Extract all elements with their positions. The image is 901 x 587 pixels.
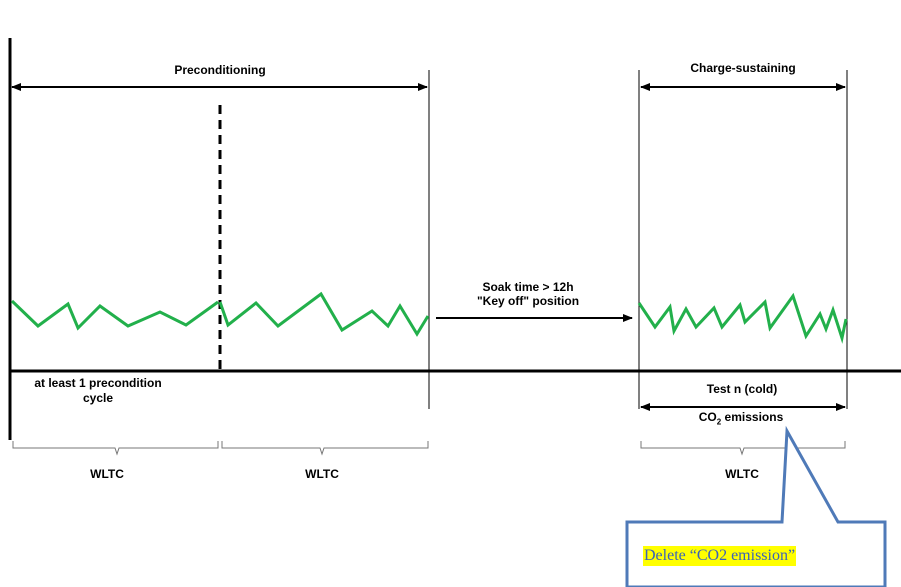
callout-comment-text: Delete “CO2 emission” [643, 546, 797, 566]
co2-rest-text: emissions [721, 410, 784, 424]
co2-subscript: 2 [716, 417, 722, 427]
speed-trace-precondition-1 [10, 299, 219, 331]
wltc-brace-1 [12, 441, 219, 456]
precondition-note-line1: at least 1 precondition [34, 376, 162, 390]
charge-sustaining-label: Charge-sustaining [690, 61, 796, 75]
speed-trace-test [637, 292, 848, 344]
wltc-brace-2 [221, 441, 429, 456]
wltc-brace-3 [640, 441, 846, 456]
wltc-label-3: WLTC [725, 467, 759, 481]
soak-time-label: Soak time > 12h [482, 280, 574, 294]
preconditioning-label: Preconditioning [174, 63, 266, 77]
precondition-note-line2: cycle [82, 391, 114, 405]
wltc-label-1: WLTC [90, 467, 124, 481]
test-cold-label: Test n (cold) [706, 382, 778, 396]
wltc-label-2: WLTC [305, 467, 339, 481]
key-off-label: "Key off" position [476, 294, 580, 308]
co2-emissions-label: CO2 emissions [699, 410, 783, 426]
speed-trace-precondition-2 [218, 291, 430, 337]
co2-text: CO [698, 410, 717, 424]
